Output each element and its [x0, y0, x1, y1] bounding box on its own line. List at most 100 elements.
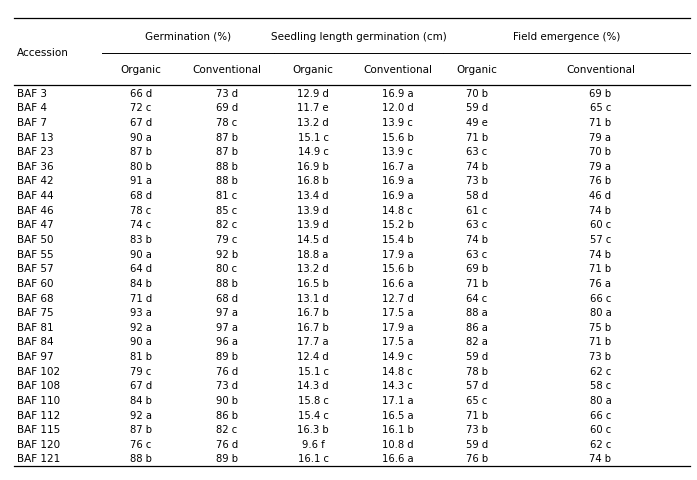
Text: 86 a: 86 a	[466, 322, 488, 332]
Text: 13.9 d: 13.9 d	[297, 205, 329, 215]
Text: 13.4 d: 13.4 d	[298, 191, 329, 201]
Text: 84 b: 84 b	[130, 395, 152, 405]
Text: BAF 55: BAF 55	[17, 249, 53, 259]
Text: 66 d: 66 d	[130, 88, 152, 98]
Text: 74 c: 74 c	[130, 220, 151, 230]
Text: BAF 108: BAF 108	[17, 381, 60, 390]
Text: 74 b: 74 b	[590, 249, 611, 259]
Text: 88 b: 88 b	[216, 176, 238, 186]
Text: 13.9 c: 13.9 c	[382, 118, 413, 128]
Text: 17.1 a: 17.1 a	[382, 395, 413, 405]
Text: 66 c: 66 c	[590, 410, 611, 420]
Text: 12.9 d: 12.9 d	[297, 88, 329, 98]
Text: 92 a: 92 a	[130, 410, 152, 420]
Text: 63 c: 63 c	[466, 220, 488, 230]
Text: 80 b: 80 b	[130, 161, 152, 171]
Text: BAF 42: BAF 42	[17, 176, 53, 186]
Text: 88 b: 88 b	[130, 454, 152, 464]
Text: 90 b: 90 b	[216, 395, 238, 405]
Text: 71 b: 71 b	[590, 264, 611, 274]
Text: 16.9 b: 16.9 b	[297, 161, 329, 171]
Text: 15.1 c: 15.1 c	[298, 366, 328, 376]
Text: 16.1 b: 16.1 b	[382, 424, 413, 434]
Text: BAF 13: BAF 13	[17, 132, 53, 142]
Text: 82 c: 82 c	[216, 220, 238, 230]
Text: 14.9 c: 14.9 c	[298, 147, 328, 157]
Text: 58 d: 58 d	[466, 191, 488, 201]
Text: 17.5 a: 17.5 a	[382, 308, 413, 317]
Text: 16.6 a: 16.6 a	[382, 278, 413, 288]
Text: 87 b: 87 b	[130, 424, 152, 434]
Text: 13.9 d: 13.9 d	[297, 220, 329, 230]
Text: 71 b: 71 b	[466, 410, 488, 420]
Text: 15.4 b: 15.4 b	[382, 235, 413, 244]
Text: 80 a: 80 a	[590, 395, 611, 405]
Text: 78 c: 78 c	[130, 205, 151, 215]
Text: 75 b: 75 b	[590, 322, 611, 332]
Text: 96 a: 96 a	[216, 336, 238, 347]
Text: 13.2 d: 13.2 d	[297, 118, 329, 128]
Text: Conventional: Conventional	[363, 65, 432, 75]
Text: 65 c: 65 c	[590, 103, 611, 113]
Text: 73 b: 73 b	[466, 176, 488, 186]
Text: 17.9 a: 17.9 a	[382, 322, 413, 332]
Text: 82 c: 82 c	[216, 424, 238, 434]
Text: 84 b: 84 b	[130, 278, 152, 288]
Text: 92 a: 92 a	[130, 322, 152, 332]
Text: 16.7 b: 16.7 b	[297, 308, 329, 317]
Text: 76 b: 76 b	[466, 454, 488, 464]
Text: 74 b: 74 b	[590, 205, 611, 215]
Text: BAF 120: BAF 120	[17, 439, 60, 449]
Text: 68 d: 68 d	[130, 191, 152, 201]
Text: 15.6 b: 15.6 b	[382, 264, 413, 274]
Text: Organic: Organic	[293, 65, 334, 75]
Text: 60 c: 60 c	[590, 424, 611, 434]
Text: 14.8 c: 14.8 c	[382, 205, 413, 215]
Text: BAF 36: BAF 36	[17, 161, 53, 171]
Text: 88 b: 88 b	[216, 161, 238, 171]
Text: 74 b: 74 b	[590, 454, 611, 464]
Text: BAF 3: BAF 3	[17, 88, 47, 98]
Text: 57 c: 57 c	[590, 235, 611, 244]
Text: 79 a: 79 a	[590, 132, 611, 142]
Text: 16.5 b: 16.5 b	[297, 278, 329, 288]
Text: 15.4 c: 15.4 c	[298, 410, 328, 420]
Text: 70 b: 70 b	[590, 147, 611, 157]
Text: 68 d: 68 d	[216, 293, 238, 303]
Text: 64 c: 64 c	[466, 293, 488, 303]
Text: 90 a: 90 a	[130, 132, 152, 142]
Text: BAF 97: BAF 97	[17, 351, 53, 361]
Text: 58 c: 58 c	[590, 381, 611, 390]
Text: 69 b: 69 b	[466, 264, 488, 274]
Text: 12.4 d: 12.4 d	[297, 351, 329, 361]
Text: BAF 81: BAF 81	[17, 322, 53, 332]
Text: 15.6 b: 15.6 b	[382, 132, 413, 142]
Text: 76 b: 76 b	[590, 176, 611, 186]
Text: 71 b: 71 b	[590, 118, 611, 128]
Text: 13.1 d: 13.1 d	[297, 293, 329, 303]
Text: BAF 121: BAF 121	[17, 454, 60, 464]
Text: 80 a: 80 a	[590, 308, 611, 317]
Text: 80 c: 80 c	[216, 264, 238, 274]
Text: 17.5 a: 17.5 a	[382, 336, 413, 347]
Text: 16.9 a: 16.9 a	[382, 88, 413, 98]
Text: 17.7 a: 17.7 a	[298, 336, 329, 347]
Text: Accession: Accession	[17, 48, 68, 58]
Text: 89 b: 89 b	[216, 351, 238, 361]
Text: 14.5 d: 14.5 d	[297, 235, 329, 244]
Text: BAF 44: BAF 44	[17, 191, 53, 201]
Text: 92 b: 92 b	[216, 249, 238, 259]
Text: 63 c: 63 c	[466, 147, 488, 157]
Text: 17.9 a: 17.9 a	[382, 249, 413, 259]
Text: 81 b: 81 b	[130, 351, 152, 361]
Text: 73 b: 73 b	[466, 424, 488, 434]
Text: BAF 46: BAF 46	[17, 205, 53, 215]
Text: 67 d: 67 d	[130, 381, 152, 390]
Text: 15.1 c: 15.1 c	[298, 132, 328, 142]
Text: 73 d: 73 d	[216, 381, 238, 390]
Text: 76 c: 76 c	[130, 439, 151, 449]
Text: BAF 110: BAF 110	[17, 395, 60, 405]
Text: 14.9 c: 14.9 c	[382, 351, 413, 361]
Text: 16.6 a: 16.6 a	[382, 454, 413, 464]
Text: 76 d: 76 d	[216, 366, 238, 376]
